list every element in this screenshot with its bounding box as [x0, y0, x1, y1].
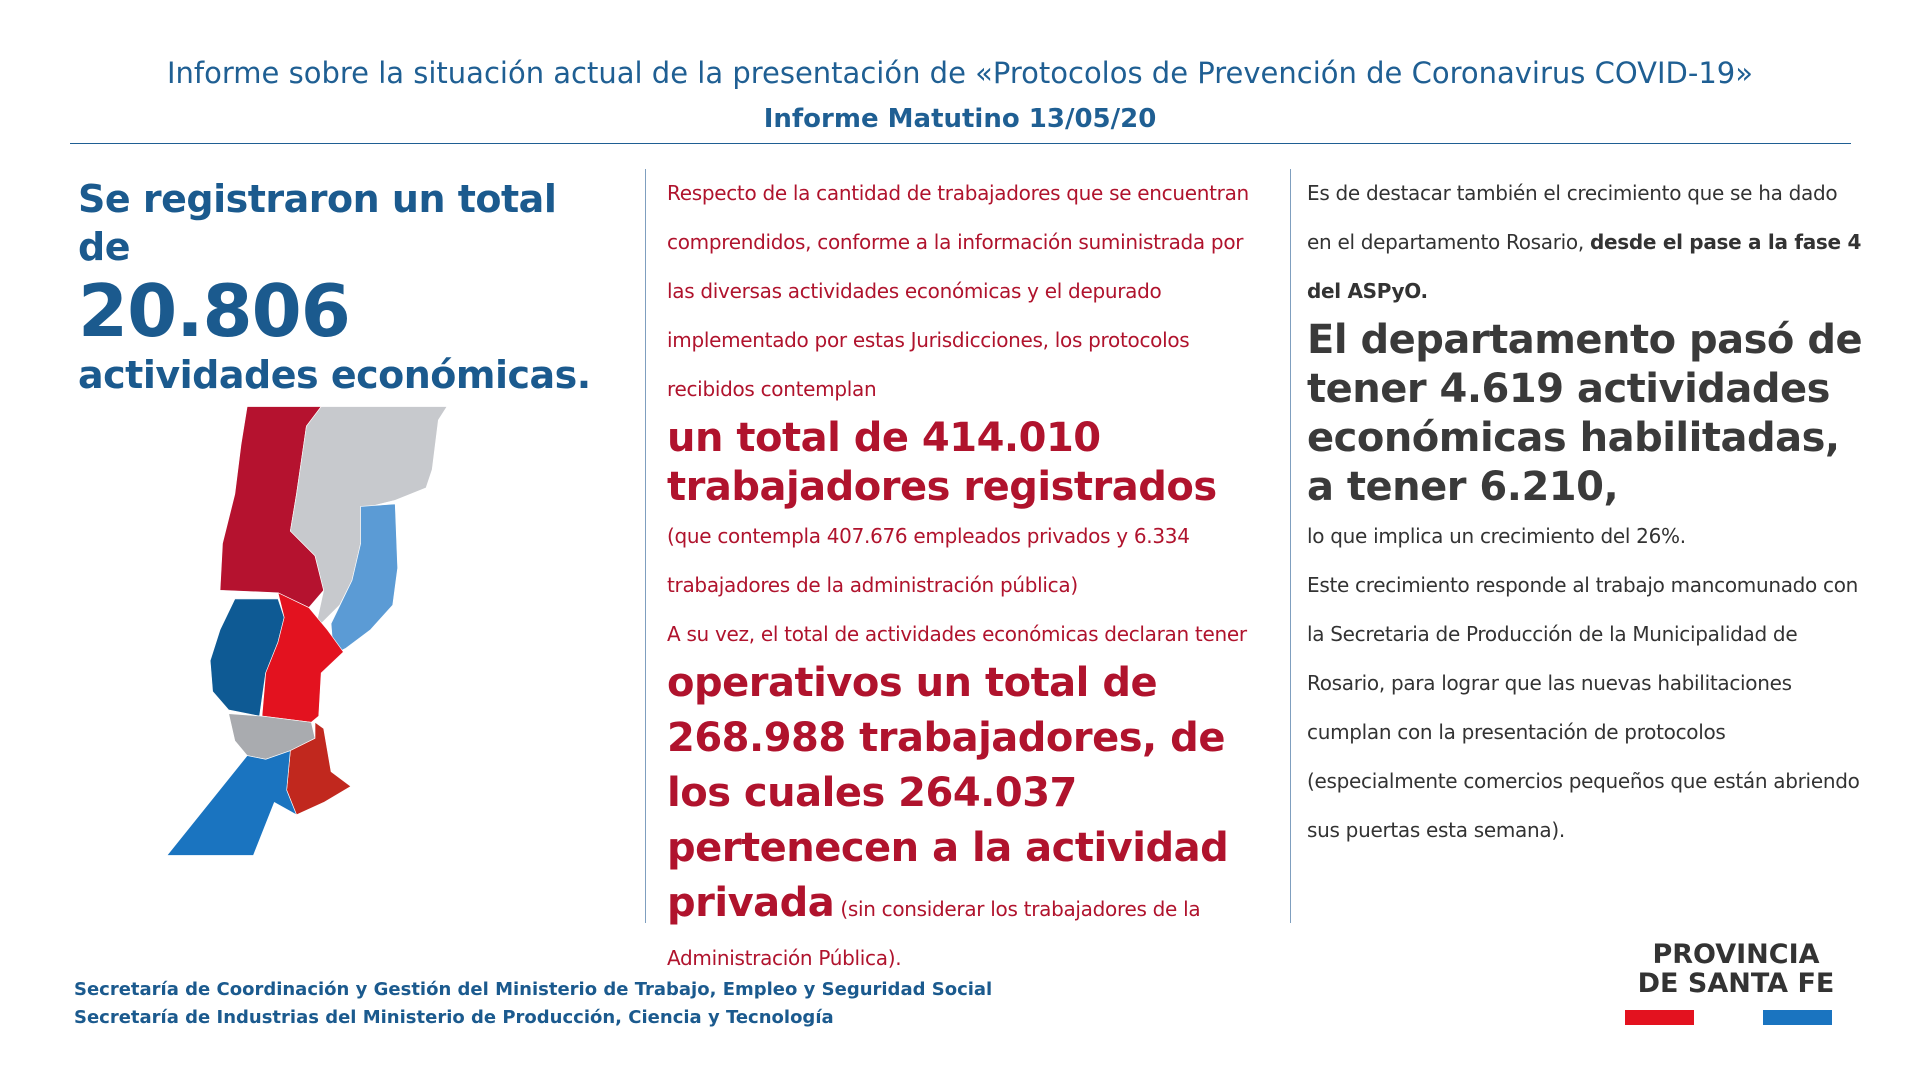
headline-line: Se registraron un total de [78, 177, 557, 269]
map-region [261, 592, 344, 723]
footer-line: Secretaría de Coordinación y Gestión del… [74, 979, 993, 1000]
highlight: operativos un total de 268.988 trabajado… [667, 660, 1229, 926]
paragraph: operativos un total de 268.988 trabajado… [667, 659, 1267, 983]
logo-line: PROVINCIA [1652, 939, 1820, 970]
text: Es de destacar también el crecimiento qu… [1307, 181, 1838, 254]
title: Informe sobre la situación actual de la … [167, 56, 1753, 90]
column-divider [645, 169, 646, 923]
column-divider [1290, 169, 1291, 923]
headline-line: actividades económicas. [78, 353, 591, 397]
logo: PROVINCIA DE SANTA FE [1600, 940, 1872, 998]
right-column: Es de destacar también el crecimiento qu… [1307, 169, 1867, 855]
paragraph: Es de destacar también el crecimiento qu… [1307, 169, 1867, 316]
logo-bar [1625, 1010, 1694, 1025]
subtitle: Informe Matutino 13/05/20 [763, 104, 1157, 134]
map-region [330, 503, 398, 655]
bold-text: desde el pase a la fase 4 del ASPyO. [1307, 230, 1862, 303]
header-rule [70, 143, 1851, 144]
map-region [167, 750, 297, 856]
paragraph: (que contempla 407.676 empleados privado… [667, 524, 1190, 597]
logo-bar [1763, 1010, 1832, 1025]
highlight: El departamento pasó de tener 4.619 acti… [1307, 317, 1863, 510]
footer-line: Secretaría de Industrias del Ministerio … [74, 1007, 834, 1028]
paragraph: A su vez, el total de actividades económ… [667, 622, 1247, 646]
left-column: Se registraron un total de 20.806 activi… [78, 175, 618, 399]
paragraph: Este crecimiento responde al trabajo man… [1307, 573, 1860, 842]
province-map [167, 406, 447, 856]
paragraph: Respecto de la cantidad de trabajadores … [667, 181, 1249, 401]
note: (sin considerar los trabajadores de la A… [667, 897, 1201, 970]
highlight: un total de 414.010 trabajadores registr… [667, 415, 1217, 510]
middle-column: Respecto de la cantidad de trabajadores … [667, 169, 1267, 983]
footer: Secretaría de Coordinación y Gestión del… [74, 976, 992, 1032]
logo-line: DE SANTA FE [1637, 968, 1835, 999]
headline-number: 20.806 [78, 269, 351, 353]
map-region [286, 721, 352, 816]
paragraph: lo que implica un crecimiento del 26%. [1307, 524, 1686, 548]
